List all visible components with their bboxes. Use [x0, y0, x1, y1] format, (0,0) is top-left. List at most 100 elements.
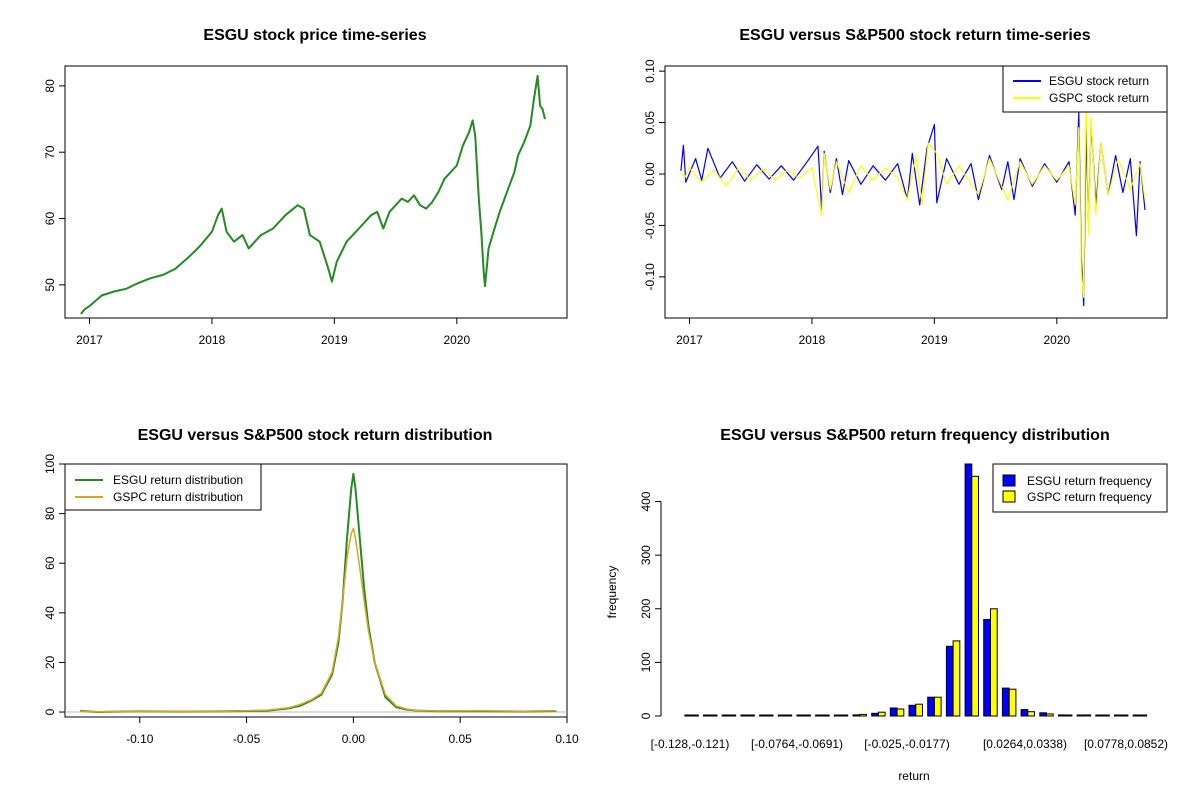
y-tick-label: 300: [639, 545, 653, 565]
y-tick-label: -0.05: [643, 211, 657, 239]
legend-label: ESGU stock return: [1049, 74, 1149, 88]
hist-bar-gspc: [765, 714, 774, 717]
x-tick-label: -0.10: [126, 732, 154, 746]
x-tick-label: 2017: [676, 333, 703, 347]
hist-bar-gspc: [1139, 714, 1148, 717]
hist-bar-esgu: [1039, 712, 1048, 717]
y-tick-label: 50: [43, 278, 57, 292]
x-tick-label: 2020: [443, 333, 470, 347]
hist-bar-esgu: [703, 714, 711, 717]
legend-label: ESGU return distribution: [113, 473, 243, 487]
chart-title: ESGU versus S&P500 stock return time-ser…: [739, 27, 1090, 44]
hist-bar-gspc: [859, 713, 867, 717]
panel-return-timeseries: ESGU versus S&P500 stock return time-ser…: [643, 27, 1168, 347]
hist-bar-esgu: [796, 714, 805, 717]
y-tick-label: 200: [639, 598, 653, 618]
hist-bar-gspc: [784, 714, 793, 717]
hist-bar-gspc: [840, 714, 849, 717]
legend-label: GSPC stock return: [1049, 91, 1149, 105]
hist-bar-gspc: [990, 608, 998, 717]
series-line-gspc-return: [680, 80, 1146, 298]
y-tick-label: 80: [43, 507, 57, 521]
legend-box: [64, 463, 262, 511]
hist-bar-esgu: [759, 714, 767, 717]
y-tick-label: -0.10: [643, 263, 657, 291]
hist-bar-gspc: [877, 711, 886, 717]
hist-bar-gspc: [709, 714, 718, 717]
x-tick-label: 2019: [321, 333, 348, 347]
x-tick-label: [-0.0764,-0.0691): [751, 737, 843, 751]
hist-bar-esgu: [684, 714, 693, 717]
plot-frame: [64, 65, 568, 319]
legend-label: GSPC return distribution: [113, 490, 243, 504]
series-line-esgu-price: [80, 74, 546, 315]
y-tick-label: 0: [43, 708, 57, 715]
x-tick-label: 2018: [199, 333, 226, 347]
density-line-gspc: [79, 527, 557, 713]
x-tick-label: 2018: [799, 333, 826, 347]
y-tick-label: 70: [43, 145, 57, 159]
hist-bar-esgu: [945, 645, 954, 717]
hist-bar-gspc: [747, 714, 755, 717]
hist-bar-esgu: [983, 619, 991, 717]
hist-bar-esgu: [740, 714, 749, 717]
hist-bar-gspc: [1102, 714, 1110, 717]
hist-bar-esgu: [852, 714, 861, 717]
hist-bar-esgu: [908, 704, 917, 717]
legend-swatch: [1002, 490, 1016, 503]
x-tick-label: [0.0264,0.0338): [983, 737, 1067, 751]
legend-box: [1002, 65, 1168, 113]
plot-frame: [664, 65, 1168, 319]
x-tick-label: 2019: [921, 333, 948, 347]
hist-bar-esgu: [721, 714, 730, 717]
hist-bar-esgu: [1001, 687, 1010, 717]
hist-bar-gspc: [1046, 713, 1054, 717]
hist-bar-esgu: [1114, 714, 1122, 717]
x-tick-label: 0.05: [449, 732, 473, 746]
chart-title: ESGU versus S&P500 stock return distribu…: [138, 427, 493, 444]
y-tick-label: 100: [639, 652, 653, 672]
y-tick-label: 0.05: [643, 111, 657, 135]
hist-bar-esgu: [1020, 709, 1029, 717]
x-tick-label: [0.0778,0.0852): [1084, 737, 1168, 751]
hist-bar-esgu: [815, 714, 823, 717]
hist-bar-esgu: [927, 696, 935, 717]
hist-bar-gspc: [1008, 688, 1017, 717]
panel-return-histogram: ESGU versus S&P500 return frequency dist…: [605, 427, 1168, 783]
hist-bar-esgu: [1076, 714, 1085, 717]
y-tick-label: 20: [43, 655, 57, 669]
hist-bar-gspc: [1027, 711, 1036, 717]
hist-bar-gspc: [1083, 714, 1092, 717]
legend-box: [992, 463, 1168, 513]
hist-bar-gspc: [728, 714, 737, 717]
hist-bar-gspc: [1120, 714, 1129, 717]
hist-bar-esgu: [964, 463, 973, 717]
y-tick-label: 60: [43, 212, 57, 226]
y-axis-label: frequency: [605, 566, 619, 619]
hist-bar-gspc: [952, 640, 961, 717]
y-tick-label: 100: [43, 454, 57, 474]
hist-bar-esgu: [777, 714, 786, 717]
x-tick-label: -0.05: [233, 732, 261, 746]
hist-bar-gspc: [821, 714, 830, 717]
hist-bar-gspc: [803, 714, 811, 717]
chart-title: ESGU stock price time-series: [203, 27, 426, 44]
hist-bar-esgu: [1095, 714, 1104, 717]
hist-bar-gspc: [1064, 714, 1073, 717]
hist-bar-gspc: [915, 703, 923, 717]
y-tick-label: 0.10: [643, 59, 657, 83]
hist-bar-esgu: [1058, 714, 1066, 717]
y-tick-label: 60: [43, 556, 57, 570]
hist-bar-esgu: [871, 712, 879, 717]
hist-bar-gspc: [933, 696, 942, 717]
hist-bar-esgu: [889, 707, 898, 717]
legend-label: GSPC return frequency: [1027, 490, 1152, 504]
hist-bar-esgu: [833, 714, 842, 717]
y-tick-label: 80: [43, 79, 57, 93]
legend-swatch: [1002, 474, 1016, 487]
panel-price-timeseries: ESGU stock price time-series 50 60 70 80 2017…: [43, 27, 568, 347]
y-tick-label: 40: [43, 606, 57, 620]
x-tick-label: [-0.025,-0.0177): [864, 737, 949, 751]
